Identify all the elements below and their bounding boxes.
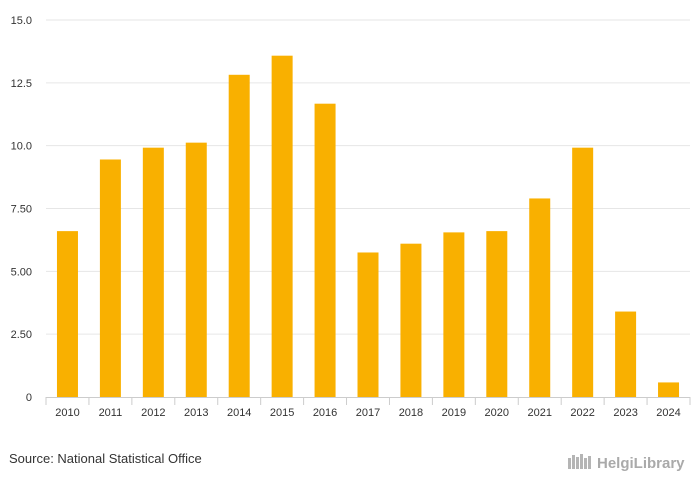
footer: Source: National Statistical Office Helg… <box>9 451 685 472</box>
y-tick-label: 5.00 <box>11 266 32 278</box>
logo-text: HelgiLibrary <box>597 455 685 472</box>
y-tick-label: 12.5 <box>11 78 32 90</box>
bar-2017[interactable] <box>357 252 379 397</box>
bars <box>56 55 680 398</box>
x-tick-label: 2014 <box>227 407 251 419</box>
bar-2024[interactable] <box>658 382 680 397</box>
bar-2010[interactable] <box>56 231 78 397</box>
bar-2018[interactable] <box>400 243 422 397</box>
bar-2014[interactable] <box>228 74 250 398</box>
x-tick-label: 2020 <box>485 407 509 419</box>
y-tick-label: 0 <box>26 392 32 404</box>
x-tick-label: 2011 <box>99 407 123 419</box>
bar-2022[interactable] <box>572 147 594 397</box>
x-tick-label: 2023 <box>613 407 637 419</box>
x-tick-label: 2010 <box>55 407 79 419</box>
bar-2023[interactable] <box>615 311 637 397</box>
y-axis: 0 2.50 5.00 7.50 10.0 12.5 15.0 <box>11 15 32 404</box>
bar-2019[interactable] <box>443 232 465 397</box>
y-tick-label: 7.50 <box>11 204 32 216</box>
bar-2015[interactable] <box>271 55 293 398</box>
x-tick-label: 2017 <box>356 407 380 419</box>
bar-2021[interactable] <box>529 198 551 397</box>
x-tick-label: 2018 <box>399 407 423 419</box>
x-tick-label: 2012 <box>141 407 165 419</box>
x-tick-label: 2015 <box>270 407 294 419</box>
bar-2011[interactable] <box>99 159 121 397</box>
bar-2013[interactable] <box>185 142 207 397</box>
x-tick-label: 2016 <box>313 407 337 419</box>
x-tick-label: 2024 <box>656 407 680 419</box>
bar-2016[interactable] <box>314 103 336 397</box>
x-axis: 2010 2011 2012 2013 2014 2015 2016 2017 2018 2019… <box>45 397 691 419</box>
x-tick-label: 2013 <box>184 407 208 419</box>
x-tick-label: 2022 <box>570 407 594 419</box>
x-tick-label: 2021 <box>527 407 551 419</box>
y-tick-label: 2.50 <box>11 329 32 341</box>
books-icon <box>568 454 591 469</box>
source-note: Source: National Statistical Office <box>9 451 202 466</box>
y-tick-label: 15.0 <box>11 15 32 27</box>
y-tick-label: 10.0 <box>11 141 32 153</box>
bar-2020[interactable] <box>486 231 508 397</box>
bar-2012[interactable] <box>142 147 164 397</box>
x-tick-label: 2019 <box>442 407 466 419</box>
